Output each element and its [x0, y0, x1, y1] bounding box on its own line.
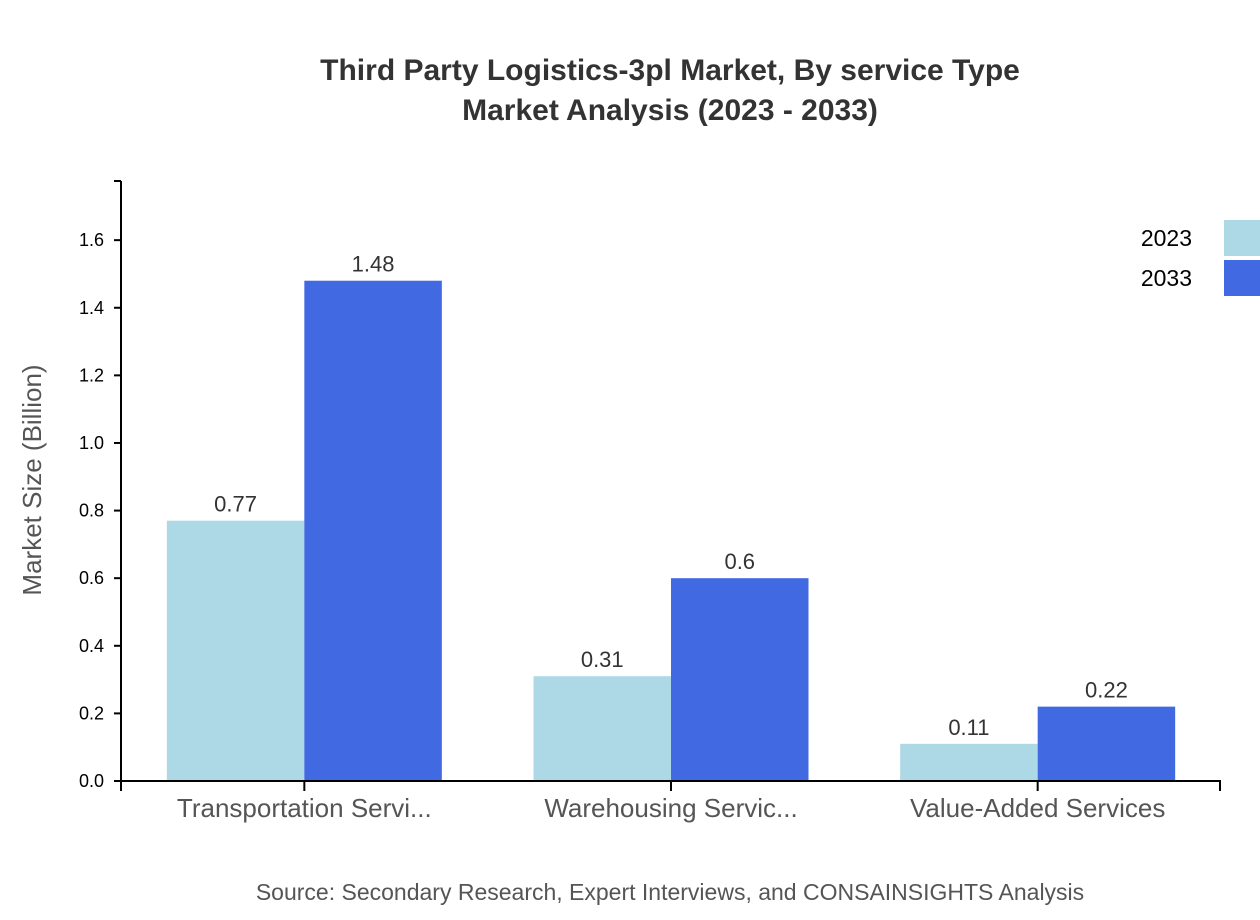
data-label: 0.11 [948, 715, 989, 740]
source-note: Source: Secondary Research, Expert Inter… [256, 879, 1084, 905]
chart-subtitle: Market Analysis (2023 - 2033) [462, 94, 878, 127]
bar-2033 [671, 578, 809, 781]
y-tick-label: 0.6 [79, 568, 104, 588]
bar-2023 [900, 743, 1038, 781]
legend-swatch-2033 [1224, 260, 1260, 296]
y-tick-label: 0.8 [79, 501, 104, 521]
data-label: 1.48 [352, 252, 395, 277]
legend-swatch-2023 [1224, 220, 1260, 256]
legend-label: 2023 [1141, 225, 1192, 251]
data-label: 0.77 [214, 492, 257, 517]
bar-2033 [1037, 706, 1176, 781]
x-tick-label: Warehousing Servic... [544, 793, 797, 823]
y-tick-label: 1.6 [79, 230, 104, 250]
legend-label: 2033 [1141, 265, 1192, 291]
y-tick-label: 0.2 [79, 703, 104, 723]
bar-2023 [166, 520, 305, 781]
bar-2033 [304, 280, 442, 781]
bar-2023 [533, 676, 671, 781]
y-tick-label: 0.0 [79, 771, 104, 791]
data-label: 0.22 [1085, 678, 1128, 703]
x-tick-label: Value-Added Services [910, 793, 1165, 823]
chart-title: Third Party Logistics-3pl Market, By ser… [320, 54, 1020, 87]
y-axis-label: Market Size (Billion) [17, 364, 47, 595]
y-tick-label: 0.4 [79, 636, 104, 656]
y-tick-label: 1.4 [79, 298, 104, 318]
y-tick-label: 1.2 [79, 365, 104, 385]
data-label: 0.31 [581, 647, 624, 672]
x-tick-label: Transportation Servi... [177, 793, 432, 823]
y-tick-label: 1.0 [79, 433, 104, 453]
data-label: 0.6 [724, 549, 755, 574]
